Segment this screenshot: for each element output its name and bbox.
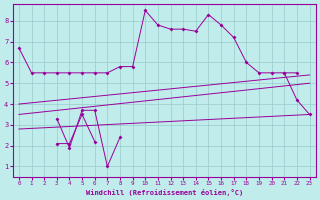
X-axis label: Windchill (Refroidissement éolien,°C): Windchill (Refroidissement éolien,°C) <box>85 189 243 196</box>
